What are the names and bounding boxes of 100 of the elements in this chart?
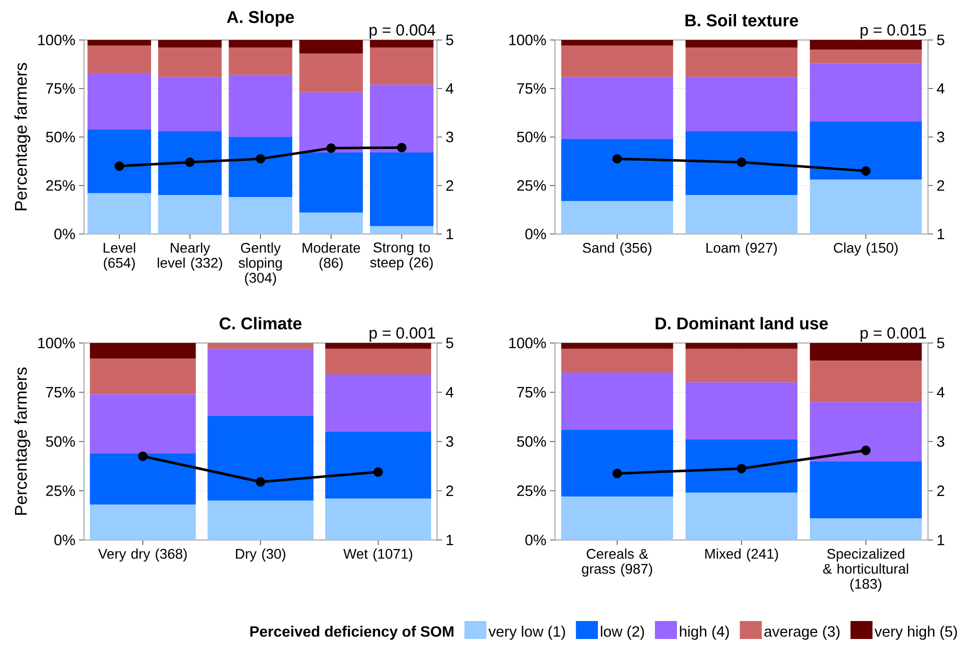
bar	[686, 382, 798, 440]
y-tick-label: 100%	[509, 34, 546, 46]
x-tick-label: Loam (927)	[706, 242, 777, 256]
bar	[228, 40, 292, 48]
bar	[370, 84, 434, 153]
x-tick-label: Gently sloping (304)	[238, 242, 282, 286]
bar	[158, 76, 222, 132]
bar	[686, 440, 798, 493]
point	[373, 467, 383, 477]
x-tick-label: Specizalized & horticultural (183)	[823, 548, 908, 592]
bar	[228, 197, 292, 234]
point	[114, 161, 124, 171]
bar	[88, 129, 152, 194]
bar	[299, 92, 363, 153]
bar	[88, 40, 152, 46]
point	[138, 452, 148, 462]
bar	[299, 152, 363, 213]
x-tick-label: Wet (1071)	[343, 548, 412, 562]
chart-title: D. Dominant land use	[656, 316, 828, 330]
y-tick-label: 75%	[517, 386, 546, 398]
y2-tick-label: 1	[938, 534, 944, 546]
bar	[561, 40, 674, 46]
y-tick-label: 75%	[46, 83, 75, 94]
y-tick-label: 100%	[509, 338, 546, 348]
y2-tick-label: 3	[446, 436, 454, 447]
bar	[810, 180, 922, 234]
chart-title: B. Soil texture	[686, 14, 798, 26]
bar	[561, 372, 674, 430]
point	[326, 143, 336, 153]
bar	[325, 498, 432, 540]
bar	[208, 416, 314, 501]
y-tick-label: 25%	[517, 180, 546, 191]
x-tick-label: Moderate (86)	[302, 242, 360, 271]
bar	[686, 76, 798, 132]
chart-title: C. Climate	[220, 316, 302, 330]
x-tick-label: Dry (30)	[236, 548, 286, 562]
y2-tick-label: 2	[446, 485, 454, 496]
bar	[686, 48, 798, 77]
bar	[158, 131, 222, 196]
y-tick-label: 50%	[46, 132, 75, 142]
bar	[158, 48, 222, 77]
point	[612, 468, 622, 478]
bar	[325, 432, 432, 499]
y-tick-label: 0%	[525, 534, 546, 546]
bar	[90, 504, 196, 540]
point	[256, 477, 266, 487]
bar	[208, 342, 314, 349]
point	[861, 446, 871, 456]
y-tick-label: 100%	[38, 34, 75, 46]
x-tick-label: Very dry (368)	[98, 548, 187, 562]
bar	[228, 74, 292, 137]
bar	[325, 374, 432, 432]
bar	[228, 48, 292, 75]
y-tick-label: 25%	[517, 485, 546, 496]
legend-label: low (2)	[600, 626, 644, 640]
bar	[810, 63, 922, 122]
bar	[90, 342, 196, 359]
y-tick-label: 0%	[54, 228, 75, 240]
bar	[325, 342, 432, 349]
bar	[158, 195, 222, 234]
bar	[561, 430, 674, 497]
y2-tick-label: 2	[937, 180, 944, 191]
y-tick-label: 100%	[38, 338, 75, 348]
bar	[686, 348, 798, 382]
bar	[158, 40, 222, 48]
point	[612, 154, 622, 164]
point	[736, 157, 746, 167]
y2-tick-label: 5	[937, 34, 944, 46]
bar	[299, 212, 363, 234]
x-tick-label: Cereals & grass (987)	[582, 548, 652, 577]
y-axis-title: Percentage farmers	[14, 367, 30, 515]
y-tick-label: 75%	[46, 386, 75, 398]
bar	[686, 342, 798, 349]
y2-tick-label: 1	[446, 534, 454, 546]
y-tick-label: 75%	[517, 83, 546, 94]
bar	[370, 40, 434, 48]
bar	[561, 496, 674, 540]
legend-label: high (4)	[680, 626, 729, 640]
bar	[228, 136, 292, 198]
bar	[561, 138, 674, 202]
y-tick-label: 50%	[517, 132, 546, 142]
chart-title: A. Slope	[226, 10, 294, 26]
text: p = 0.004	[370, 24, 436, 39]
bar	[90, 453, 196, 505]
y-tick-label: 0%	[525, 228, 546, 240]
point	[861, 166, 871, 176]
bar	[561, 201, 674, 234]
bar	[810, 360, 922, 402]
y-tick-label: 0%	[54, 534, 75, 546]
point	[185, 157, 195, 167]
x-tick-label: Mixed (241)	[705, 548, 778, 562]
y-axis-title: Percentage farmers	[14, 62, 30, 210]
point	[396, 142, 406, 152]
bar	[90, 394, 196, 454]
bar	[561, 342, 674, 349]
point	[256, 154, 266, 164]
y2-tick-label: 4	[936, 387, 944, 398]
y2-tick-label: 4	[446, 387, 454, 398]
bar	[810, 342, 922, 361]
y2-tick-label: 2	[446, 180, 454, 191]
